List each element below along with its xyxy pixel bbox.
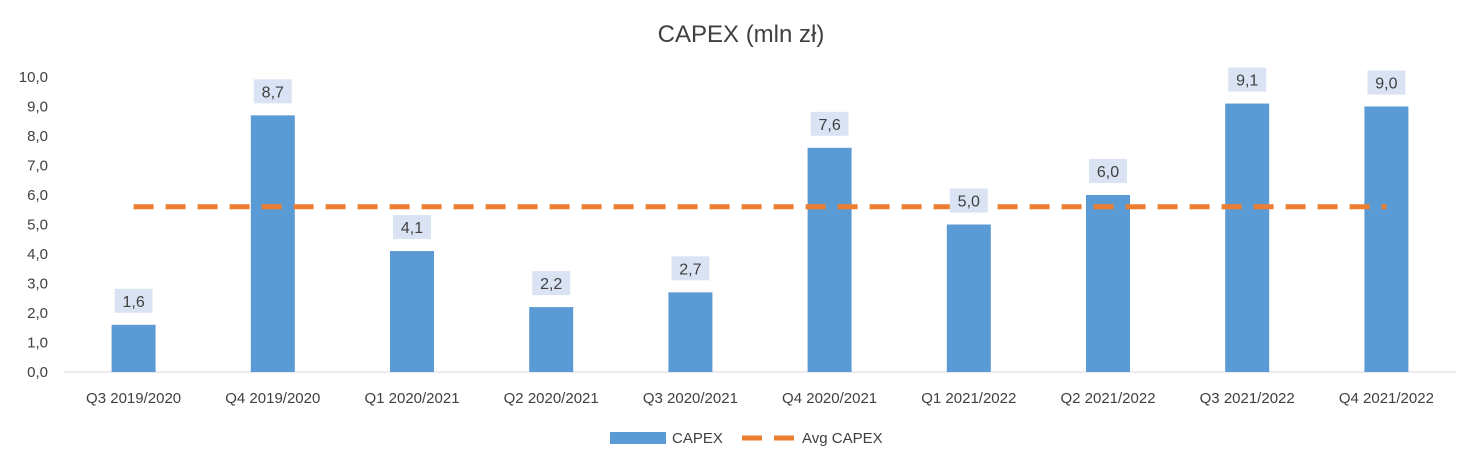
data-label: 9,0 (1375, 76, 1397, 93)
legend: CAPEX Avg CAPEX (610, 430, 883, 447)
y-tick-label: 2,0 (27, 305, 48, 322)
data-labels: 1,6 8,7 4,1 2,2 2,7 7,6 5,0 6,0 9,1 9,0 (114, 67, 1406, 313)
y-tick-label: 8,0 (27, 128, 48, 145)
x-tick-label: Q3 2020/2021 (643, 390, 738, 407)
data-label: 8,7 (262, 84, 284, 101)
y-tick-label: 6,0 (27, 187, 48, 204)
data-label: 9,1 (1236, 73, 1258, 90)
x-tick-label: Q1 2021/2022 (921, 390, 1016, 407)
data-label: 6,0 (1097, 164, 1119, 181)
data-label-box (671, 256, 710, 281)
x-tick-label: Q3 2019/2020 (86, 390, 181, 407)
capex-bar (529, 307, 574, 372)
data-label-box (1367, 70, 1406, 95)
y-axis-ticks: 0,0 1,0 2,0 3,0 4,0 5,0 6,0 7,0 8,0 9,0 10,0 (19, 69, 48, 381)
data-label: 4,1 (401, 220, 423, 237)
capex-bar (946, 224, 991, 372)
data-label: 7,6 (818, 117, 840, 134)
data-label-box (114, 288, 153, 313)
capex-bar (668, 292, 713, 372)
data-label-box (810, 111, 849, 136)
capex-bar (807, 147, 852, 372)
x-axis-labels: Q3 2019/2020 Q4 2019/2020 Q1 2020/2021 Q2 2… (86, 390, 1434, 407)
data-label-box (949, 188, 988, 213)
data-label: 2,2 (540, 276, 562, 293)
data-label-box (393, 215, 431, 240)
y-tick-label: 10,0 (19, 69, 48, 86)
x-tick-label: Q1 2020/2021 (364, 390, 459, 407)
y-tick-label: 3,0 (27, 276, 48, 293)
chart-title: CAPEX (mln zł) (658, 21, 825, 48)
y-tick-label: 5,0 (27, 217, 48, 234)
legend-label-capex: CAPEX (672, 430, 723, 447)
bars (111, 103, 1409, 373)
capex-bar (1086, 195, 1130, 372)
data-label-box (532, 271, 571, 296)
x-tick-label: Q3 2021/2022 (1200, 390, 1295, 407)
capex-bar (111, 324, 156, 372)
legend-swatch-capex (610, 432, 666, 444)
x-tick-label: Q4 2021/2022 (1339, 390, 1434, 407)
data-label: 2,7 (679, 261, 701, 278)
x-tick-label: Q2 2020/2021 (504, 390, 599, 407)
y-tick-label: 1,0 (27, 335, 48, 352)
y-tick-label: 0,0 (27, 364, 48, 381)
data-label: 5,0 (958, 194, 980, 211)
x-tick-label: Q4 2020/2021 (782, 390, 877, 407)
data-label-box (1089, 159, 1127, 183)
y-tick-label: 7,0 (27, 158, 48, 175)
capex-bar (390, 251, 434, 372)
capex-bar (1225, 103, 1270, 373)
y-tick-label: 4,0 (27, 246, 48, 263)
x-tick-label: Q2 2021/2022 (1060, 390, 1155, 407)
x-tick-label: Q4 2019/2020 (225, 390, 320, 407)
data-label: 1,6 (122, 294, 144, 311)
data-label-box (1228, 67, 1267, 92)
legend-label-avg: Avg CAPEX (802, 430, 883, 447)
data-label-box (253, 79, 292, 104)
capex-bar (1364, 106, 1409, 372)
capex-bar (250, 115, 295, 372)
y-tick-label: 9,0 (27, 99, 48, 116)
